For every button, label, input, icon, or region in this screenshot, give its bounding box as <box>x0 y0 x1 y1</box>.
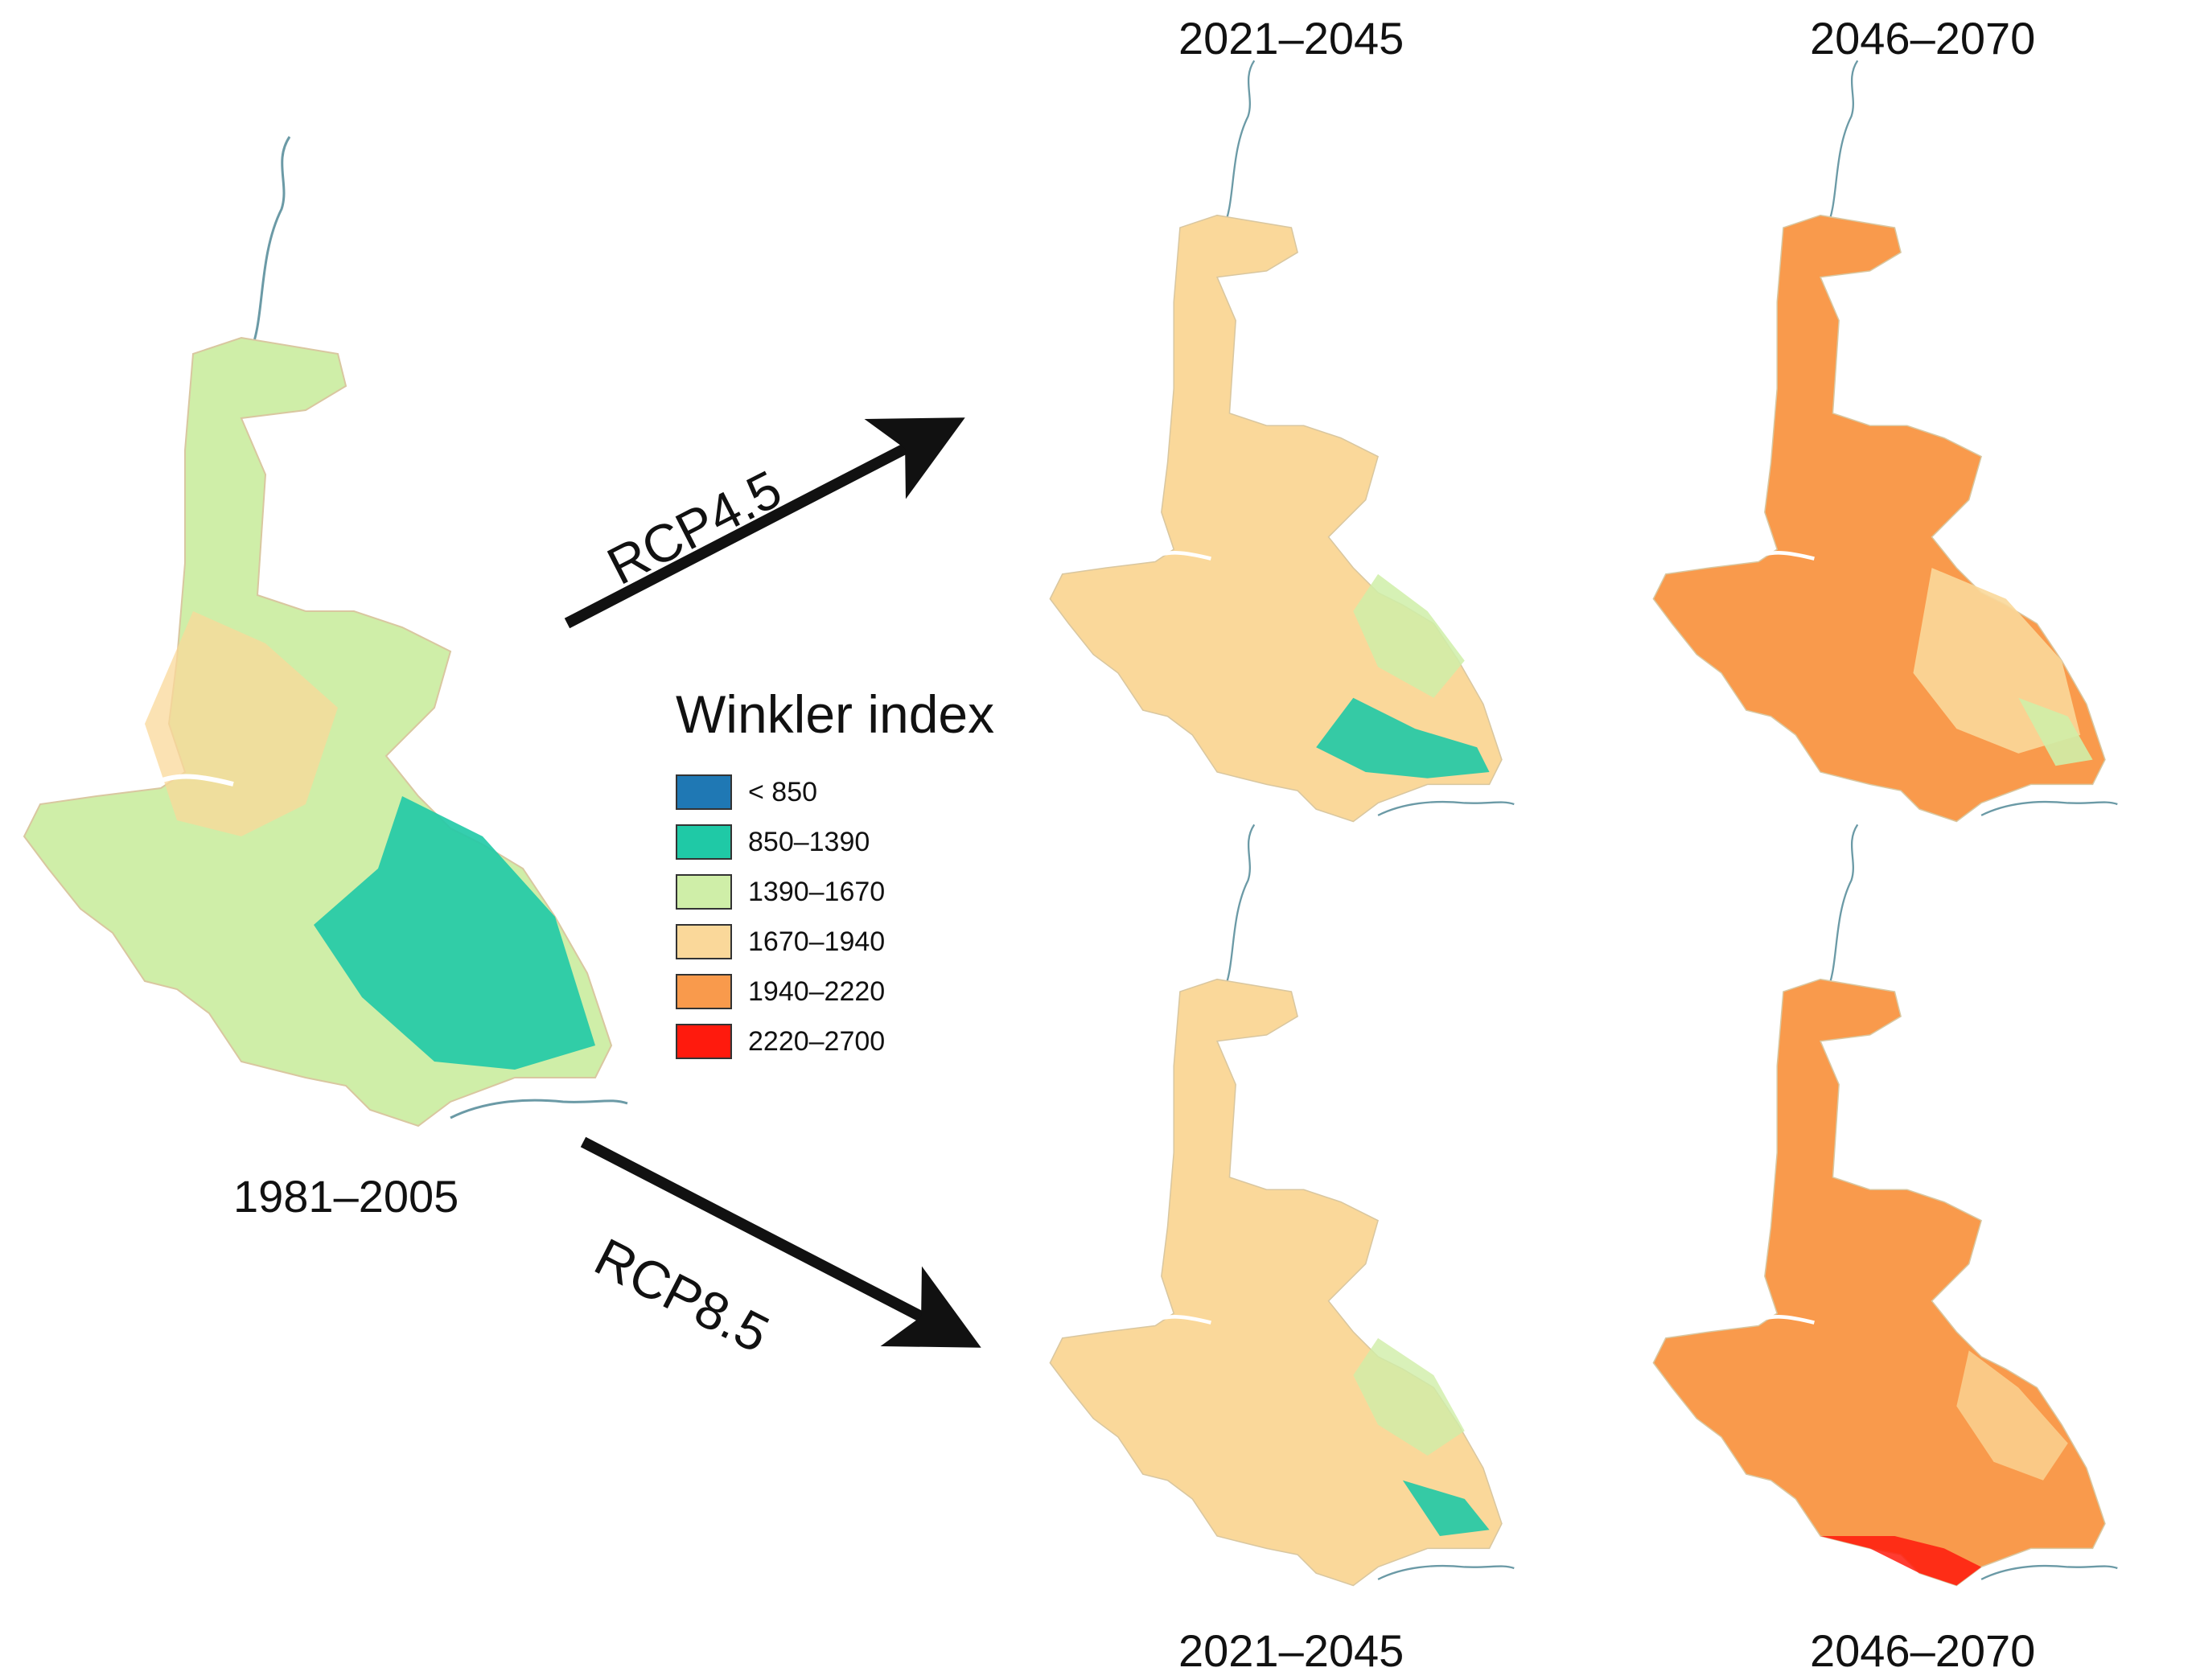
map-rcp85-far-base <box>1652 978 2106 1587</box>
map-rcp45-far <box>1652 60 2118 823</box>
legend-swatch <box>676 874 732 910</box>
map-rcp45-near-patch-b <box>1316 697 1490 778</box>
legend-item: 1670–1940 <box>676 917 994 967</box>
map-rcp85-far <box>1652 824 2118 1587</box>
map-rcp45-far-patch-b <box>2018 697 2093 766</box>
legend-swatch <box>676 1024 732 1059</box>
period-label-rcp85-far: 2046–2070 <box>1810 1625 2036 1676</box>
legend-title: Winkler index <box>676 684 995 744</box>
map-rcp45-near-base <box>1049 214 1503 823</box>
coastline-north <box>248 136 291 355</box>
map-baseline-patch-b <box>314 796 595 1070</box>
period-label-baseline: 1981–2005 <box>233 1171 459 1222</box>
legend-label: 2220–2700 <box>748 1025 886 1057</box>
coastline-south <box>450 1099 628 1119</box>
map-baseline-patch-a <box>145 611 338 836</box>
map-rcp45-near-patch-a <box>1353 573 1465 698</box>
period-label-rcp45-far: 2046–2070 <box>1810 13 2036 64</box>
legend-item: 1390–1670 <box>676 867 994 917</box>
legend-item: 1940–2220 <box>676 967 994 1017</box>
legend-item: < 850 <box>676 767 994 817</box>
legend-item: 850–1390 <box>676 817 994 867</box>
map-rcp85-near-patch-a <box>1353 1337 1465 1456</box>
legend: Winkler index < 850 850–1390 1390–1670 1670… <box>676 684 994 1066</box>
map-rcp45-near <box>1049 60 1515 823</box>
legend-label: 850–1390 <box>748 826 870 857</box>
rcp85-label: RCP8.5 <box>586 1226 779 1364</box>
map-baseline <box>23 136 628 1127</box>
map-rcp85-near <box>1049 824 1515 1587</box>
river <box>151 774 234 787</box>
legend-item: 2220–2700 <box>676 1017 994 1066</box>
legend-swatch <box>676 924 732 959</box>
map-rcp85-far-patch-b <box>1956 1350 2068 1481</box>
legend-swatch <box>676 824 732 860</box>
legend-swatch <box>676 774 732 810</box>
legend-swatch <box>676 974 732 1009</box>
legend-label: 1390–1670 <box>748 876 886 907</box>
legend-label: < 850 <box>748 776 818 807</box>
map-rcp85-far-patch-a <box>1820 1536 1982 1586</box>
map-rcp85-near-patch-b <box>1402 1480 1490 1536</box>
legend-label: 1940–2220 <box>748 976 886 1007</box>
period-label-rcp45-near: 2021–2045 <box>1178 13 1404 64</box>
legend-label: 1670–1940 <box>748 926 886 957</box>
period-label-rcp85-near: 2021–2045 <box>1178 1625 1404 1676</box>
